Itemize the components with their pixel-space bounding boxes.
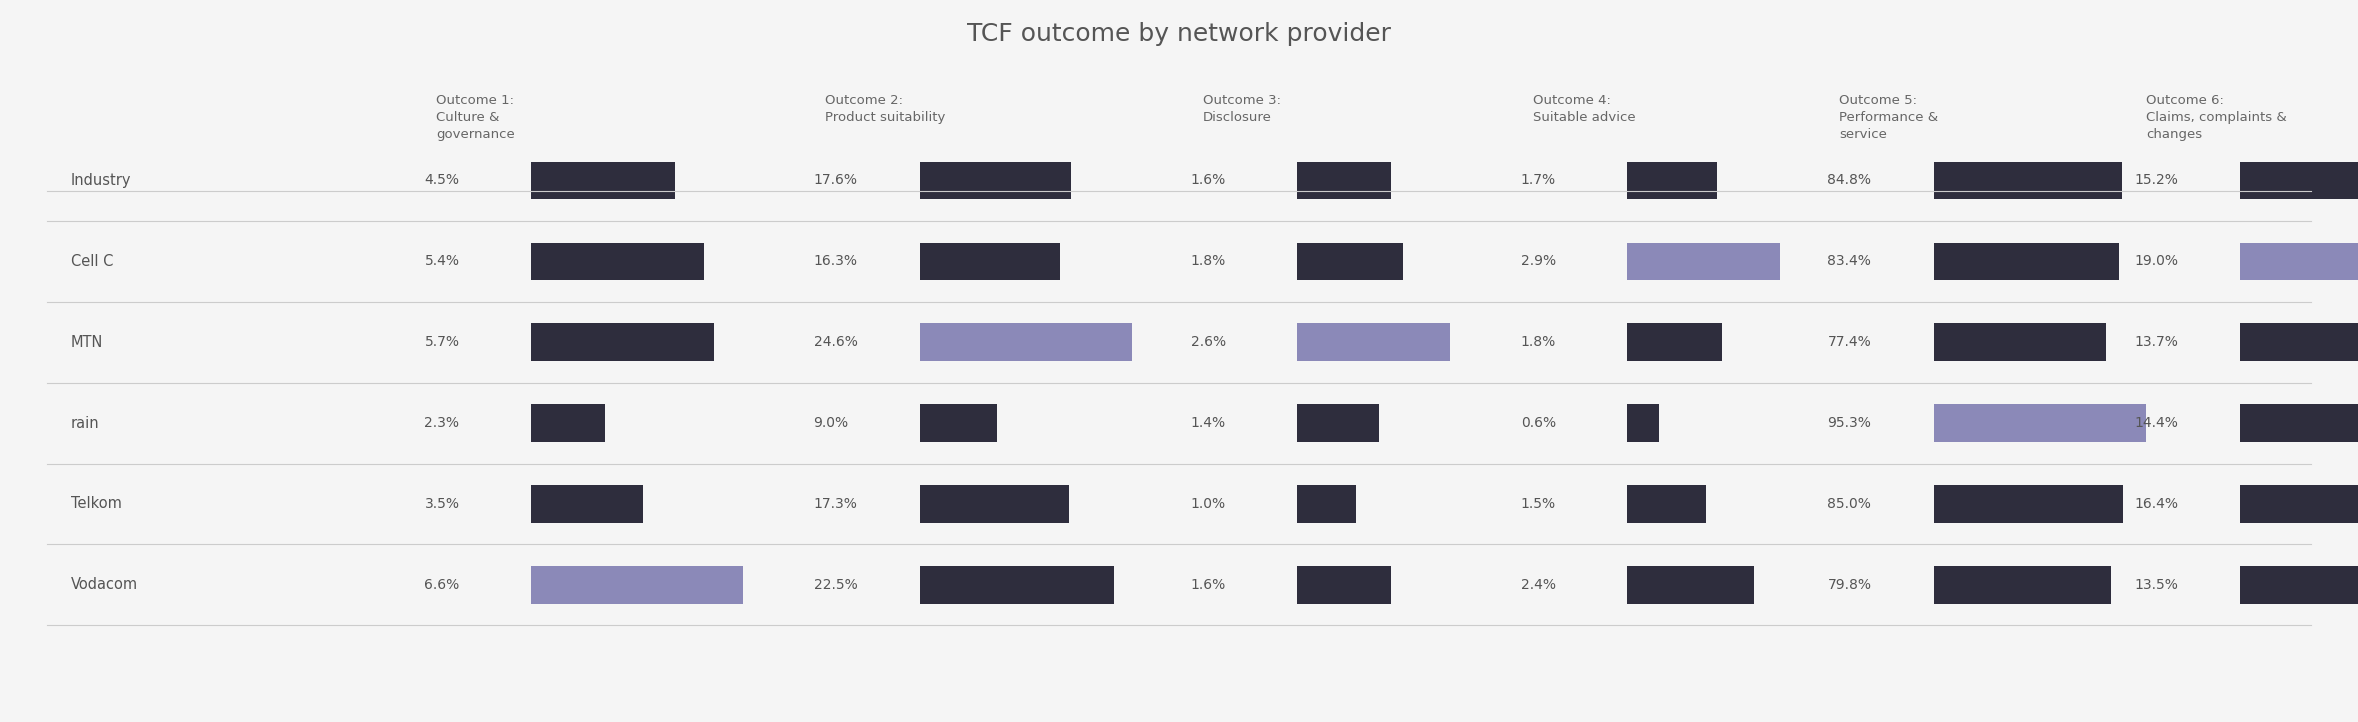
Bar xyxy=(1627,323,1721,361)
Text: Outcome 1:
Culture &
governance: Outcome 1: Culture & governance xyxy=(436,94,514,141)
Text: rain: rain xyxy=(71,416,99,430)
Text: 85.0%: 85.0% xyxy=(1827,497,1872,511)
Text: Outcome 5:
Performance &
service: Outcome 5: Performance & service xyxy=(1839,94,1938,141)
Text: 5.7%: 5.7% xyxy=(424,335,460,349)
Bar xyxy=(531,323,714,361)
Bar xyxy=(1934,162,2122,199)
Bar xyxy=(2240,566,2358,604)
Text: Outcome 6:
Claims, complaints &
changes: Outcome 6: Claims, complaints & changes xyxy=(2146,94,2287,141)
Text: MTN: MTN xyxy=(71,335,104,349)
Bar xyxy=(920,243,1061,280)
Bar xyxy=(920,566,1113,604)
Text: 1.6%: 1.6% xyxy=(1191,173,1226,188)
Text: 2.9%: 2.9% xyxy=(1521,254,1556,269)
Text: 16.3%: 16.3% xyxy=(814,254,858,269)
Bar xyxy=(2240,323,2358,361)
Bar xyxy=(1297,162,1391,199)
Text: TCF outcome by network provider: TCF outcome by network provider xyxy=(967,22,1391,45)
Text: 5.4%: 5.4% xyxy=(424,254,460,269)
Bar xyxy=(920,404,997,442)
Text: 1.7%: 1.7% xyxy=(1521,173,1556,188)
Text: 1.8%: 1.8% xyxy=(1521,335,1556,349)
Bar xyxy=(1627,243,1780,280)
Bar xyxy=(1934,566,2110,604)
Text: 17.3%: 17.3% xyxy=(814,497,858,511)
Text: 16.4%: 16.4% xyxy=(2134,497,2179,511)
Bar xyxy=(1297,323,1450,361)
Bar xyxy=(2240,485,2358,523)
Text: 2.4%: 2.4% xyxy=(1521,578,1556,592)
Text: 95.3%: 95.3% xyxy=(1827,416,1872,430)
Text: 3.5%: 3.5% xyxy=(424,497,460,511)
Bar xyxy=(1627,162,1717,199)
Text: 79.8%: 79.8% xyxy=(1827,578,1872,592)
Bar xyxy=(531,485,644,523)
Text: 2.6%: 2.6% xyxy=(1191,335,1226,349)
Bar xyxy=(2240,162,2358,199)
Text: Vodacom: Vodacom xyxy=(71,578,137,592)
Text: 1.5%: 1.5% xyxy=(1521,497,1556,511)
Text: 2.3%: 2.3% xyxy=(424,416,460,430)
Text: 84.8%: 84.8% xyxy=(1827,173,1872,188)
Bar xyxy=(920,485,1068,523)
Bar xyxy=(1627,566,1754,604)
Text: 0.6%: 0.6% xyxy=(1521,416,1556,430)
Text: Outcome 2:
Product suitability: Outcome 2: Product suitability xyxy=(825,94,946,124)
Text: 15.2%: 15.2% xyxy=(2134,173,2179,188)
Text: Outcome 3:
Disclosure: Outcome 3: Disclosure xyxy=(1203,94,1280,124)
Text: Outcome 4:
Suitable advice: Outcome 4: Suitable advice xyxy=(1533,94,1636,124)
Text: 19.0%: 19.0% xyxy=(2134,254,2179,269)
Text: 14.4%: 14.4% xyxy=(2134,416,2179,430)
Bar xyxy=(2240,243,2358,280)
Bar xyxy=(1627,404,1658,442)
Bar xyxy=(1297,566,1391,604)
Text: 22.5%: 22.5% xyxy=(814,578,858,592)
Bar xyxy=(1934,404,2146,442)
Text: Cell C: Cell C xyxy=(71,254,113,269)
Text: 4.5%: 4.5% xyxy=(424,173,460,188)
Bar xyxy=(920,323,1132,361)
Text: Telkom: Telkom xyxy=(71,497,123,511)
Text: 13.5%: 13.5% xyxy=(2134,578,2179,592)
Bar xyxy=(1934,485,2122,523)
Text: 9.0%: 9.0% xyxy=(814,416,849,430)
Bar xyxy=(920,162,1071,199)
Bar xyxy=(531,243,705,280)
Text: 1.4%: 1.4% xyxy=(1191,416,1226,430)
Text: Industry: Industry xyxy=(71,173,132,188)
Bar xyxy=(2240,404,2358,442)
Text: 13.7%: 13.7% xyxy=(2134,335,2179,349)
Bar xyxy=(1627,485,1707,523)
Bar xyxy=(1297,404,1379,442)
Bar xyxy=(1297,485,1356,523)
Text: 1.0%: 1.0% xyxy=(1191,497,1226,511)
Text: 83.4%: 83.4% xyxy=(1827,254,1872,269)
Text: 24.6%: 24.6% xyxy=(814,335,858,349)
Bar xyxy=(1934,323,2106,361)
Text: 6.6%: 6.6% xyxy=(424,578,460,592)
Bar xyxy=(531,162,674,199)
Bar xyxy=(531,566,743,604)
Text: 1.6%: 1.6% xyxy=(1191,578,1226,592)
Text: 17.6%: 17.6% xyxy=(814,173,858,188)
Bar xyxy=(531,404,604,442)
Text: 1.8%: 1.8% xyxy=(1191,254,1226,269)
Bar xyxy=(1934,243,2120,280)
Text: 77.4%: 77.4% xyxy=(1827,335,1872,349)
Bar xyxy=(1297,243,1403,280)
